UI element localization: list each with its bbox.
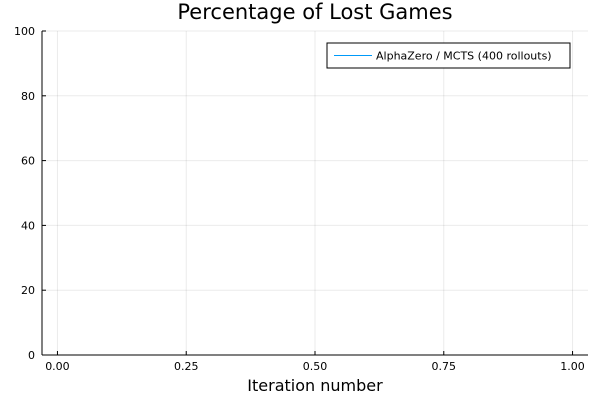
x-axis-label: Iteration number (247, 376, 383, 395)
legend: AlphaZero / MCTS (400 rollouts) (326, 42, 571, 69)
y-tick-label: 0 (28, 349, 35, 362)
x-tick-label: 0.50 (303, 360, 328, 373)
x-tick-label: 1.00 (560, 360, 585, 373)
y-tick-label: 60 (21, 155, 35, 168)
y-tick-label: 100 (14, 25, 35, 38)
y-tick-label: 80 (21, 90, 35, 103)
x-tick-label: 0.75 (432, 360, 457, 373)
y-tick-label: 40 (21, 219, 35, 232)
x-ticks: 0.00 0.25 0.50 0.75 1.00 (45, 351, 585, 373)
legend-label: AlphaZero / MCTS (400 rollouts) (376, 50, 552, 63)
y-ticks: 0 20 40 60 80 100 (14, 25, 46, 362)
grid (42, 30, 588, 356)
y-tick-label: 20 (21, 284, 35, 297)
x-tick-label: 0.25 (174, 360, 199, 373)
x-tick-label: 0.00 (45, 360, 70, 373)
chart-title: Percentage of Lost Games (177, 0, 452, 24)
